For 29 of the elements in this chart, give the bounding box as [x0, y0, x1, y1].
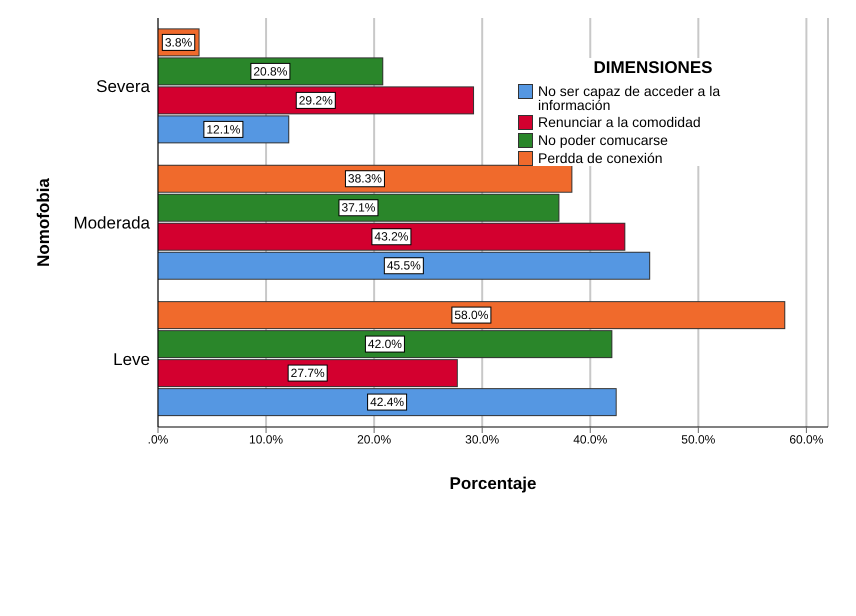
y-tick-label: Leve — [113, 350, 150, 369]
x-axis-title: Porcentaje — [450, 474, 536, 493]
y-tick-label: Severa — [96, 77, 151, 96]
data-label: 58.0% — [454, 308, 489, 322]
x-tick-label: 40.0% — [573, 432, 608, 447]
x-tick-label: 50.0% — [681, 432, 716, 447]
data-label: 27.7% — [290, 366, 326, 380]
x-tick-label: 60.0% — [789, 432, 824, 447]
data-label: 42.4% — [370, 395, 404, 410]
x-tick-label: 10.0% — [249, 432, 284, 447]
x-tick-label: .0% — [148, 432, 169, 447]
data-label: 29.2% — [298, 93, 334, 108]
data-label: 45.5% — [386, 258, 422, 273]
y-tick-label: Moderada — [73, 214, 151, 233]
legend-label: No ser capaz de acceder a la información — [538, 83, 722, 113]
legend-label: Perdda de conexión — [538, 150, 663, 166]
x-tick-label: 30.0% — [465, 432, 500, 447]
x-tick-label: 20.0% — [357, 432, 392, 447]
legend-label: Renunciar a la comodidad — [538, 114, 701, 130]
data-label: 38.3% — [348, 172, 382, 186]
y-axis-title: Nomofobia — [34, 178, 54, 267]
data-label: 37.1% — [341, 200, 376, 215]
legend-label: No poder comucarse — [538, 132, 668, 148]
data-label: 12.1% — [206, 122, 241, 136]
data-label: 42.0% — [368, 337, 402, 352]
data-label: 3.8% — [164, 35, 193, 50]
legend-title: DIMENSIONES — [592, 58, 714, 78]
data-label: 43.2% — [374, 230, 409, 244]
data-label: 20.8% — [253, 64, 288, 78]
